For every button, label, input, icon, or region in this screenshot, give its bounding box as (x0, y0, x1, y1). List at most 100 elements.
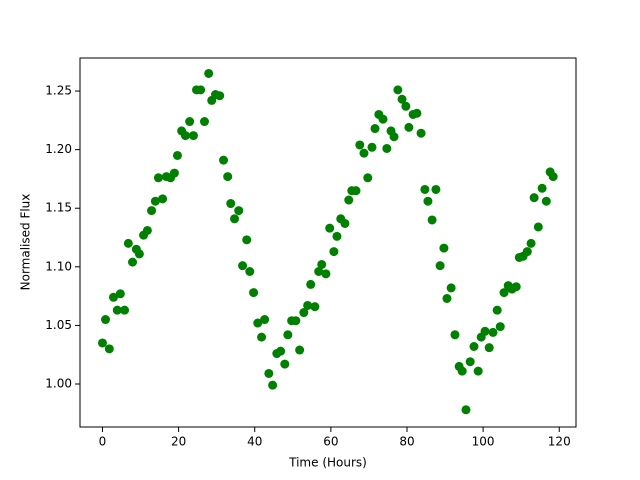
point (359, 148, 369, 158)
point (169, 168, 179, 178)
point (101, 315, 111, 325)
point (268, 380, 278, 390)
x-tick-label: 20 (171, 435, 186, 449)
point (142, 225, 152, 235)
point (97, 338, 107, 348)
point (180, 131, 190, 141)
point (548, 172, 558, 182)
point (431, 184, 441, 194)
point (332, 231, 342, 241)
point (382, 143, 392, 153)
y-axis-label: Normalised Flux (19, 194, 33, 291)
point (317, 259, 327, 269)
point (310, 302, 320, 312)
point (541, 196, 551, 206)
point (291, 316, 301, 326)
point (260, 315, 270, 325)
point (321, 269, 331, 279)
point (423, 196, 433, 206)
point (219, 155, 229, 165)
point (412, 108, 422, 118)
x-tick-label: 80 (399, 435, 414, 449)
point (112, 305, 122, 315)
x-tick-label: 120 (548, 435, 571, 449)
point (473, 366, 483, 376)
point (238, 261, 248, 271)
point (234, 206, 244, 216)
point (450, 330, 460, 340)
point (123, 238, 133, 248)
point (283, 330, 293, 340)
x-axis-label: Time (Hours) (288, 456, 367, 470)
point (533, 222, 543, 232)
point (469, 341, 479, 351)
point (367, 142, 377, 152)
point (526, 238, 536, 248)
x-tick-label: 60 (323, 435, 338, 449)
point (128, 257, 138, 267)
point (245, 267, 255, 277)
point (108, 292, 118, 302)
point (416, 128, 426, 138)
point (537, 183, 547, 193)
point (253, 318, 263, 328)
point (435, 261, 445, 271)
point (172, 150, 182, 160)
point (340, 218, 350, 228)
point (303, 300, 313, 310)
point (314, 267, 324, 277)
point (196, 85, 206, 95)
point (427, 215, 437, 225)
point (457, 366, 467, 376)
point (480, 326, 490, 336)
point (529, 193, 539, 203)
point (351, 186, 361, 196)
y-tick-label: 1.15 (45, 201, 72, 215)
point (115, 289, 125, 299)
point (401, 101, 411, 111)
y-tick-label: 1.20 (45, 142, 72, 156)
y-tick-label: 1.05 (45, 318, 72, 332)
point (147, 206, 157, 216)
point (104, 344, 114, 354)
point (249, 288, 259, 298)
point (185, 117, 195, 127)
point (370, 124, 380, 134)
point (306, 279, 316, 289)
point (393, 85, 403, 95)
point (325, 223, 335, 233)
point (230, 214, 240, 224)
point (264, 368, 274, 378)
point (492, 305, 502, 315)
point (199, 117, 209, 127)
point (120, 305, 130, 315)
point (153, 173, 163, 183)
y-tick-label: 1.00 (45, 376, 72, 390)
point (257, 332, 267, 342)
point (378, 114, 388, 124)
point (188, 131, 198, 141)
point (223, 172, 233, 182)
point (404, 122, 414, 132)
point (389, 132, 399, 142)
y-tick-label: 1.10 (45, 259, 72, 273)
point (488, 327, 498, 337)
point (299, 308, 309, 318)
point (499, 288, 509, 298)
point (495, 322, 505, 332)
point (158, 194, 168, 204)
point (442, 293, 452, 303)
point (215, 91, 225, 101)
point (204, 68, 214, 78)
point (397, 94, 407, 104)
point (242, 235, 252, 245)
y-tick-label: 1.25 (45, 84, 72, 98)
point (511, 282, 521, 292)
point (295, 345, 305, 355)
x-tick-label: 100 (472, 435, 495, 449)
point (439, 243, 449, 253)
point (461, 405, 471, 415)
plot-frame (79, 57, 577, 428)
point (276, 346, 286, 356)
